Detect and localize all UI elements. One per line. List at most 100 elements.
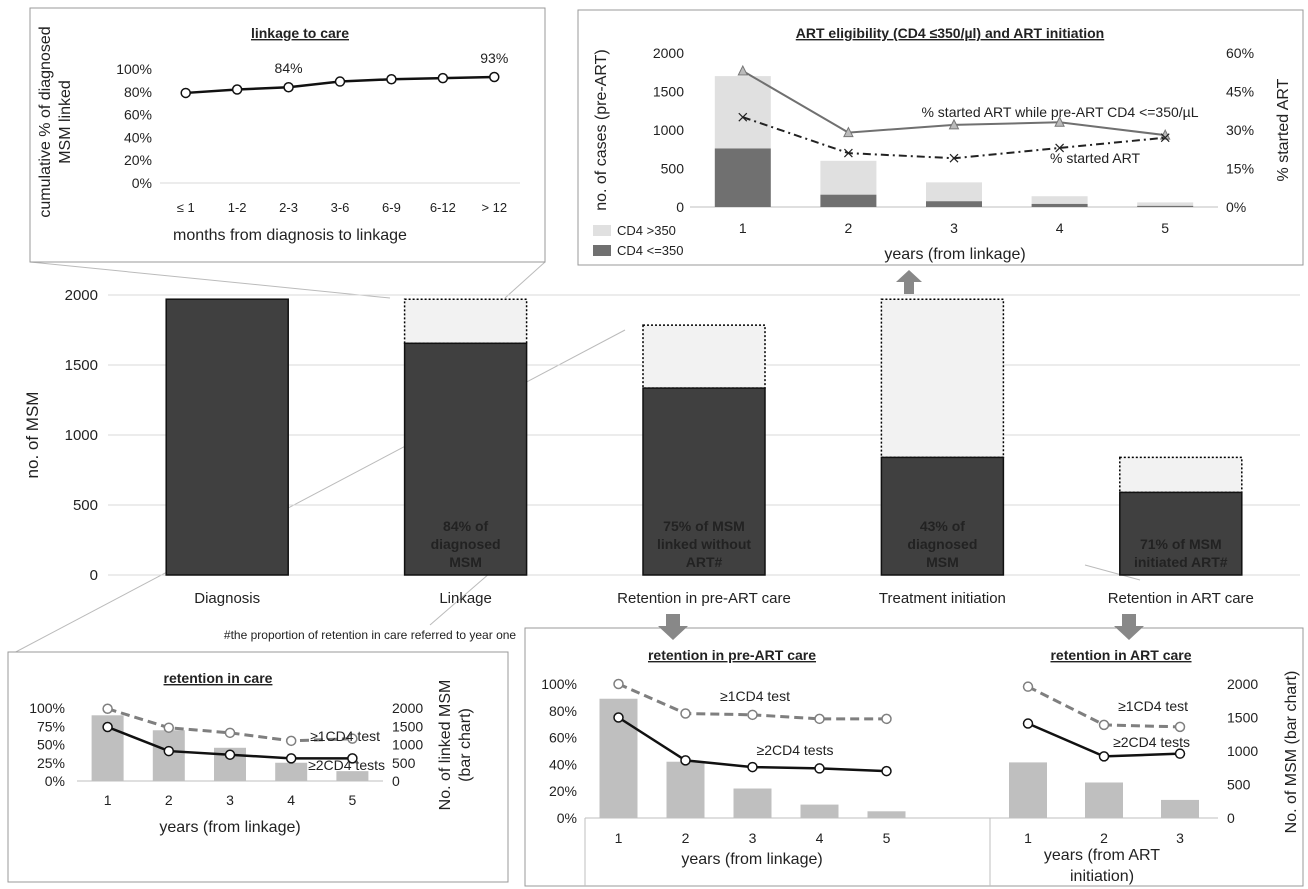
data-point — [224, 727, 236, 739]
y2-tick-label: 45% — [1226, 84, 1254, 100]
data-point — [224, 749, 236, 760]
bar-cd4-gt350 — [1031, 196, 1088, 204]
retention-panel-frame — [7, 651, 509, 883]
retention-chart: retention in care 0% 25% 50% 75% 100% 0 500 1000… — [29, 670, 474, 836]
data-point — [386, 74, 397, 85]
data-point — [489, 71, 500, 83]
y-axis-label: MSM linked — [57, 80, 74, 164]
y-tick-label: 0% — [132, 175, 152, 191]
y-tick-label: 0% — [45, 773, 65, 789]
x-tick-label: 4 — [1056, 220, 1064, 236]
art-retention-chart: retention in ART care 0 500 1000 1500 2000 1 2 3… — [1009, 647, 1300, 885]
data-point — [1098, 751, 1110, 762]
y-tick-label: 1500 — [65, 357, 98, 374]
triangle-marker — [948, 118, 960, 130]
x-tick-label: ≤ 1 — [177, 200, 195, 215]
y2-axis-label: % started ART — [1275, 78, 1292, 181]
chart-title: ART eligibility (CD4 ≤350/µl) and ART in… — [796, 25, 1104, 41]
bar-retained — [642, 387, 766, 576]
x-tick-label: 2 — [1100, 830, 1108, 846]
data-point — [881, 765, 892, 777]
y2-tick-label: 2000 — [392, 700, 423, 716]
x-tick-label: 1 — [104, 792, 112, 808]
y2-tick-label: 1500 — [1227, 710, 1258, 726]
bar-cd4-le350 — [1031, 203, 1088, 207]
data-point — [285, 753, 297, 764]
bar-cd4-le350 — [820, 194, 877, 207]
x-axis-label: initiation) — [1070, 868, 1134, 885]
x-tick-label: 1 — [615, 830, 623, 846]
line-label: ≥2CD4 tests — [1113, 734, 1190, 750]
y-tick-label: 100% — [29, 700, 65, 716]
data-point — [613, 678, 624, 690]
x-tick-label: 2 — [682, 830, 690, 846]
y2-tick-label: 0 — [1227, 810, 1235, 826]
data-point — [347, 733, 358, 744]
bar-label: 75% of MSM — [663, 518, 745, 534]
art-eligibility-chart: ART eligibility (CD4 ≤350/µl) and ART in… — [593, 25, 1292, 263]
y-tick-label: 75% — [37, 718, 65, 734]
data-point — [437, 72, 449, 84]
legend-swatch — [593, 245, 611, 256]
y2-axis-label: No. of MSM (bar chart) — [1283, 671, 1300, 834]
x-tick-label: Linkage — [439, 590, 492, 607]
x-axis-label: years (from ART — [1044, 847, 1160, 864]
bar-cd4-le350 — [1137, 205, 1194, 207]
data-point — [814, 763, 825, 774]
arrow-icon-down-art — [1114, 614, 1144, 640]
x-tick-label: 5 — [1161, 220, 1169, 236]
data-point — [285, 735, 297, 747]
y-axis-label: cumulative % of diagnosed — [37, 26, 54, 217]
y2-tick-label: 1500 — [392, 718, 423, 734]
data-point — [747, 761, 758, 773]
x-tick-label: 1 — [1024, 830, 1032, 846]
y-tick-label: 20% — [124, 152, 152, 168]
x-marker — [949, 153, 959, 163]
x-tick-label: 6-12 — [430, 200, 456, 215]
line-label: % started ART — [1050, 150, 1140, 166]
x-tick-label: 3 — [950, 220, 958, 236]
y-tick-label: 0% — [557, 810, 577, 826]
bar-retained — [165, 298, 289, 576]
bar-label: 43% of — [920, 518, 965, 534]
bar-label: MSM — [449, 554, 482, 570]
arrow-icon-down-preart — [658, 614, 688, 640]
bar-art-care — [1009, 762, 1047, 818]
x-tick-label: > 12 — [481, 200, 507, 215]
bar-cd4-gt350 — [820, 160, 877, 195]
y2-tick-label: 1000 — [1227, 743, 1258, 759]
line-label: ≥2CD4 tests — [757, 742, 834, 758]
bar-art-care — [1085, 782, 1123, 818]
data-point — [102, 721, 113, 733]
linkage-chart: linkage to care 0% 20% 40% 60% 80% 100% ≤ 1 1-2 2… — [37, 25, 520, 244]
data-point — [347, 753, 358, 764]
x-tick-label: 2 — [165, 792, 173, 808]
y-tick-label: 20% — [549, 783, 577, 799]
legend-label: CD4 <=350 — [617, 243, 684, 258]
x-tick-label: 5 — [883, 830, 891, 846]
y2-axis-label: No. of linked MSM — [437, 680, 454, 811]
legend-label: CD4 >350 — [617, 223, 676, 238]
x-marker — [1055, 143, 1065, 153]
y2-tick-label: 2000 — [1227, 676, 1258, 692]
y2-tick-label: 15% — [1226, 161, 1254, 177]
data-point — [163, 745, 175, 757]
bar-not-retained — [403, 298, 528, 345]
data-point — [747, 709, 758, 721]
y-tick-label: 100% — [541, 676, 577, 692]
y-tick-label: 80% — [124, 84, 152, 100]
bar-cd4-le350 — [714, 148, 771, 207]
bar-retained — [880, 456, 1005, 576]
bar-art-care — [1161, 799, 1199, 818]
x-tick-label: 2 — [845, 220, 853, 236]
bar-cd4-gt350 — [926, 182, 982, 202]
data-point — [680, 708, 691, 719]
x-tick-label: Retention in pre-ART care — [617, 590, 791, 607]
data-label: 84% — [275, 60, 303, 76]
bar-not-retained — [642, 324, 766, 389]
data-point — [881, 713, 892, 725]
chart-title: retention in ART care — [1050, 647, 1191, 663]
y-tick-label: 100% — [116, 61, 152, 77]
line-ge1-cd4-test — [107, 707, 353, 743]
bar-label: diagnosed — [907, 536, 977, 552]
